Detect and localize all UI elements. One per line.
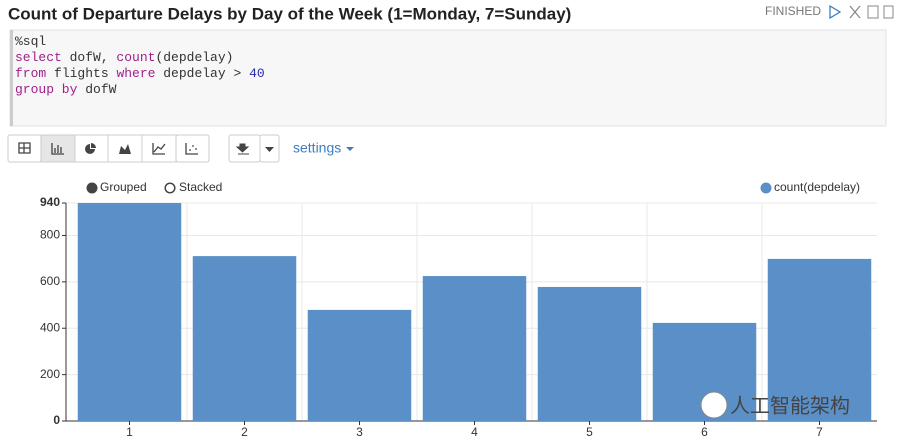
icon (195, 148, 197, 150)
code-token: dofW, (62, 50, 117, 65)
watermark: 人工智能架构 (730, 394, 850, 417)
code-token: dofW (77, 82, 116, 97)
settings-gear[interactable] (883, 5, 894, 19)
watermark-logo (700, 391, 728, 419)
line-chart-button[interactable] (141, 134, 177, 163)
icon (192, 145, 194, 147)
icon (18, 142, 31, 154)
plot: 0 200 400 600 800 940 count(depdelay) 1 2 3 4 5 6 7 (40, 180, 877, 439)
code-token: depdelay > (155, 66, 249, 81)
code-line: %sql (15, 34, 46, 49)
scatter-chart-button[interactable] (175, 134, 210, 163)
bar (192, 256, 297, 421)
code-token: 40 (249, 66, 265, 81)
bar (767, 258, 872, 421)
bar (537, 286, 642, 421)
code-token: where (116, 66, 155, 81)
x-tick-label: 6 (701, 425, 708, 439)
code-token: flights (46, 66, 116, 81)
bar (422, 276, 527, 421)
icon (85, 143, 96, 154)
icon (235, 143, 250, 155)
y-tick-label: 940 (40, 195, 60, 209)
x-tick-label: 7 (816, 425, 823, 439)
chart-toolbar: settings (7, 134, 354, 163)
code-line: group by dofW (15, 82, 117, 97)
legend-label: count(depdelay) (774, 180, 860, 194)
grouped-radio[interactable] (86, 182, 98, 194)
code-token: from (15, 66, 46, 81)
x-tick-label: 4 (471, 425, 478, 439)
x-tick-label: 3 (356, 425, 363, 439)
y-tick-label: 200 (40, 367, 60, 381)
icon (265, 147, 274, 152)
icon (119, 144, 131, 154)
legend-swatch (760, 182, 772, 194)
bar (77, 203, 182, 421)
code-editor[interactable] (9, 29, 887, 127)
code-token: select (15, 50, 62, 65)
run-button[interactable] (829, 4, 842, 20)
grouped-label[interactable]: Grouped (100, 180, 147, 194)
icon (152, 143, 166, 155)
icon (51, 143, 64, 155)
y-tick-label: 800 (40, 228, 60, 242)
y-tick-label: 0 (53, 413, 60, 427)
caret (346, 147, 354, 151)
hide-output[interactable] (867, 5, 879, 19)
pie-chart-button[interactable] (74, 134, 109, 163)
icon (185, 143, 198, 155)
paragraph-title: Count of Departure Delays by Day of the … (8, 4, 571, 23)
hide-editor[interactable] (849, 5, 861, 19)
code-token: count (116, 50, 155, 65)
stacked-radio[interactable] (164, 182, 176, 194)
stacked-label[interactable]: Stacked (179, 180, 222, 194)
code-token: %sql (15, 34, 46, 49)
settings-toggle[interactable]: settings (293, 140, 341, 156)
editor-gutter (10, 30, 13, 126)
status: FINISHED (765, 4, 821, 18)
area-chart-button[interactable] (107, 134, 143, 163)
code-token: group by (15, 82, 78, 97)
y-tick-label: 400 (40, 320, 60, 334)
code-line: from flights where depdelay > 40 (15, 66, 265, 81)
y-tick-label: 600 (40, 274, 60, 288)
bar (307, 309, 412, 421)
code-line: select dofW, count(depdelay) (15, 50, 233, 65)
x-tick-label: 2 (241, 425, 248, 439)
x-tick-label: 1 (126, 425, 133, 439)
x-tick-label: 5 (586, 425, 593, 439)
icon (189, 149, 191, 151)
code-token: (depdelay) (155, 50, 233, 65)
